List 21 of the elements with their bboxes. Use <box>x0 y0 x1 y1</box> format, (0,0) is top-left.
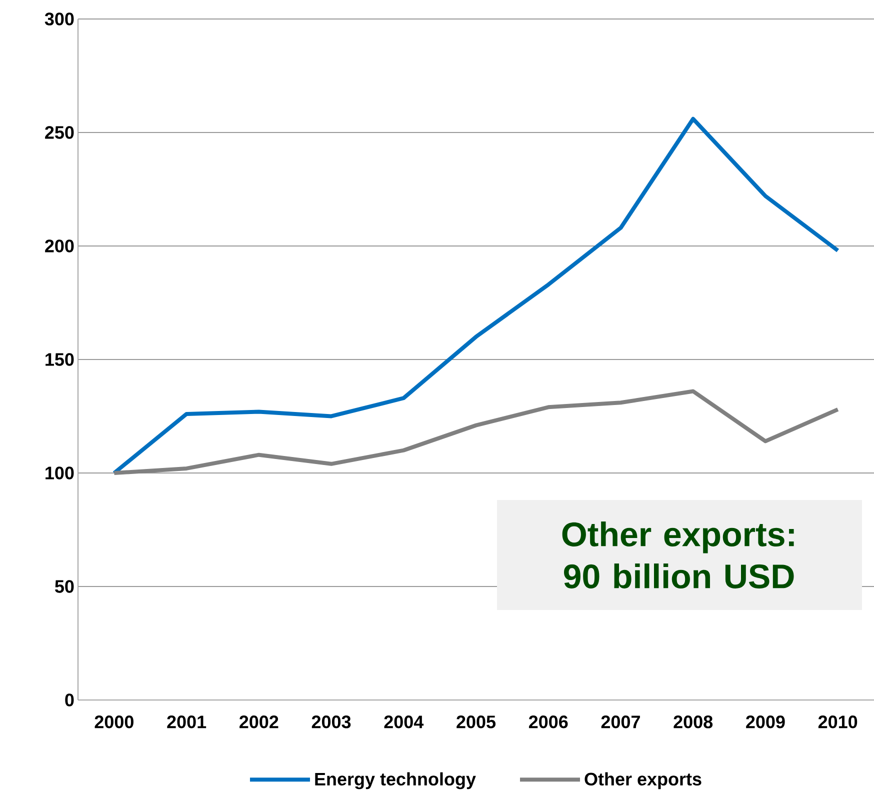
y-tick-label: 150 <box>46 353 74 366</box>
x-tick-label: 2004 <box>384 716 424 728</box>
y-tick-label: 250 <box>45 126 74 139</box>
annotation: Other exports: 90 billion USD <box>562 522 794 588</box>
y-tick-label: 100 <box>46 466 74 480</box>
y-tick-label: 200 <box>45 240 74 252</box>
legend-label: Other exports <box>584 772 702 790</box>
x-tick-label: 2009 <box>746 716 785 728</box>
x-tick-label: 2001 <box>167 716 206 728</box>
x-tick-label: 2003 <box>312 716 351 728</box>
x-tick-label: 2002 <box>240 716 278 728</box>
y-tick-label: 300 <box>44 12 74 26</box>
y-tick-label: 0 <box>65 694 74 706</box>
legend-label: Energy technology <box>315 772 476 790</box>
x-tick-label: 2010 <box>818 716 858 728</box>
x-tick-label: 2005 <box>456 716 496 728</box>
x-tick-label: 2006 <box>528 716 568 728</box>
y-tick-label: 50 <box>54 580 74 593</box>
x-tick-label: 2000 <box>94 716 134 728</box>
x-tick-label: 2007 <box>601 716 640 728</box>
x-tick-label: 2008 <box>674 716 713 728</box>
